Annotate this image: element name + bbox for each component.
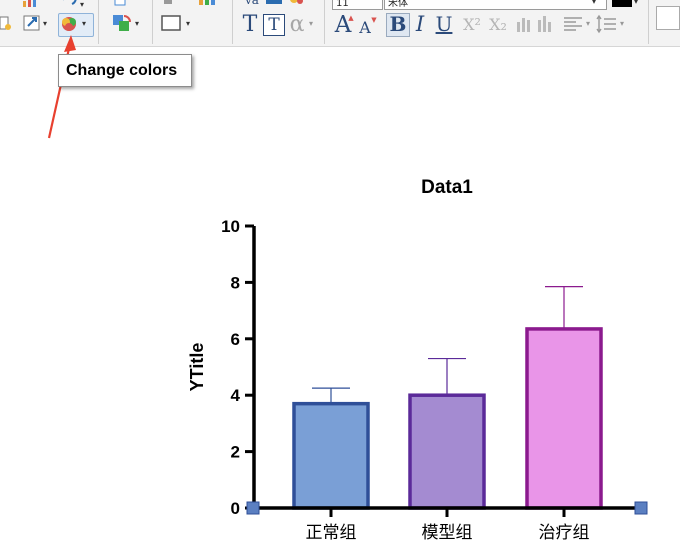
greek-symbol-dropdown-icon[interactable]: ▾ [309,19,314,28]
grow-a-label: A [334,12,352,38]
arrange-objects-icon[interactable] [112,14,132,32]
font-color-swatch[interactable] [612,0,632,7]
y-tick-label: 2 [231,443,240,462]
bold-icon: B [389,12,407,36]
bars-group [292,286,603,510]
shrink-a-label: A [359,17,371,37]
italic-icon[interactable]: I [415,12,425,36]
line-spacing-icon[interactable] [596,14,618,34]
toolbar-overflow-button[interactable] [656,6,680,30]
toolbar-separator [152,0,153,44]
change-graph-type-dropdown-icon[interactable]: ▾ [43,19,48,28]
line-spacing-dropdown-icon[interactable]: ▾ [620,19,625,28]
copy-icon[interactable] [114,0,128,6]
greek-symbol-icon[interactable]: α [289,11,305,37]
font-name-dropdown-icon[interactable]: ▾ [592,0,597,6]
toolbar-separator [648,0,649,44]
color-palette-icon [60,15,78,33]
y-tick-label: 4 [231,386,241,405]
undo-dropdown-icon[interactable]: ▾ [80,0,85,9]
y-tick-label: 6 [231,330,240,349]
align-icon[interactable] [162,0,182,6]
shrink-arrow-icon: ▼ [371,16,377,24]
decrease-font-size-icon[interactable]: A [356,16,374,38]
insert-table-icon[interactable] [264,0,284,6]
font-size-field[interactable]: 11 [332,0,383,10]
change-colors-dropdown-icon: ▾ [82,19,87,28]
text-box-icon[interactable]: T [263,14,285,36]
chart-object-icon[interactable] [198,0,218,6]
text-align-icon[interactable] [562,14,584,34]
subscript-icon[interactable]: X₂ [489,14,507,34]
text-icon[interactable]: T [242,11,258,37]
bar [525,327,603,510]
graph-type-icon[interactable] [22,0,38,8]
toolbar-separator [232,0,233,44]
y-tick-label: 8 [231,273,240,292]
y-tick-label: 0 [231,499,240,518]
x-tick-label: 模型组 [422,523,473,542]
text-va-icon[interactable]: va [245,0,259,7]
x-tick-label: 正常组 [306,523,357,542]
axis-selection-handle [634,501,648,515]
text-align-dropdown-icon[interactable]: ▾ [586,19,591,28]
bar-spacing-icon[interactable] [516,14,534,34]
grow-arrow-icon: ▲ [348,14,354,22]
bar [408,393,486,510]
x-tick-label: 治疗组 [539,523,590,542]
font-name-field[interactable]: 宋体 [384,0,607,10]
axis-selection-handle [246,501,260,515]
superscript-icon[interactable]: X² [463,14,481,34]
chart-title: Data1 [421,177,473,198]
y-axis: 0 2 4 6 8 10 [221,217,256,518]
toolbar: ▾ ▾ ▾ ▾ ▾ va T T α ▾ 11 宋体 ▾ [0,0,680,47]
draw-rectangle-icon[interactable] [160,14,182,32]
change-colors-tooltip: Change colors [58,54,192,87]
change-graph-type-icon[interactable] [22,14,42,32]
bold-button[interactable] [386,13,410,37]
arrow-head [64,35,76,52]
x-axis: 正常组 模型组 治疗组 [246,501,648,542]
insert-object-icon[interactable] [286,0,306,6]
toolbar-separator [98,0,99,44]
font-color-dropdown-icon[interactable]: ▾ [634,0,639,6]
undo-icon[interactable] [60,0,78,6]
increase-font-size-icon[interactable]: A [332,12,354,38]
y-axis-title: YTitle [187,343,207,392]
draw-rectangle-dropdown-icon[interactable]: ▾ [186,19,191,28]
bar [292,401,370,510]
toolbar-separator [324,0,325,44]
y-tick-label: 10 [221,217,240,236]
arrange-dropdown-icon[interactable]: ▾ [135,19,140,28]
bar-spacing-alt-icon[interactable] [537,14,555,34]
underline-icon[interactable]: U [435,12,453,36]
new-graph-icon[interactable] [0,16,12,30]
